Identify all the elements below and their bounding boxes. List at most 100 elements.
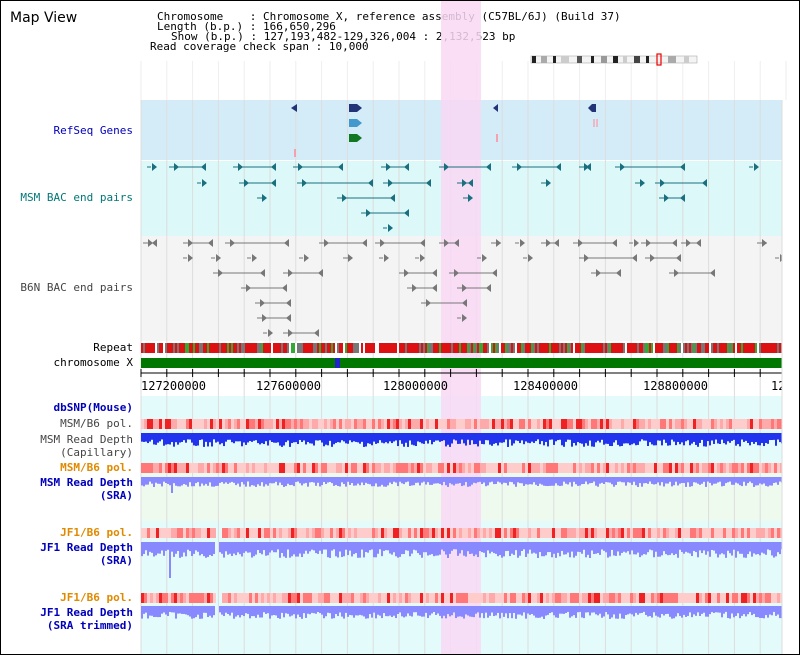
repeat-segment bbox=[543, 343, 545, 353]
polymorphism-cell bbox=[504, 419, 507, 429]
polymorphism-cell bbox=[618, 419, 621, 429]
depth-bar bbox=[687, 606, 689, 616]
depth-bar bbox=[419, 542, 421, 555]
depth-bar bbox=[257, 606, 259, 615]
depth-bar bbox=[757, 477, 759, 486]
track-label-b6n-bac[interactable]: B6N BAC end pairs bbox=[20, 281, 133, 294]
depth-bar bbox=[741, 542, 743, 554]
depth-bar bbox=[549, 477, 551, 486]
repeat-segment bbox=[709, 343, 711, 353]
depth-bar bbox=[347, 606, 349, 617]
depth-bar bbox=[589, 433, 591, 441]
polymorphism-cell bbox=[546, 419, 549, 429]
repeat-segment bbox=[559, 343, 561, 353]
polymorphism-cell bbox=[660, 463, 663, 473]
depth-bar bbox=[291, 542, 293, 557]
polymorphism-cell bbox=[516, 419, 519, 429]
repeat-segment bbox=[503, 343, 505, 353]
polymorphism-cell bbox=[324, 419, 327, 429]
depth-bar bbox=[375, 477, 377, 484]
depth-bar bbox=[367, 477, 369, 484]
polymorphism-cell bbox=[321, 593, 324, 603]
depth-bar bbox=[395, 433, 397, 441]
track-label-jf1-pol-2[interactable]: JF1/B6 pol. bbox=[60, 591, 133, 604]
depth-bar bbox=[713, 433, 715, 444]
repeat-segment bbox=[487, 343, 489, 353]
track-label-msm-pol-2[interactable]: MSM/B6 pol. bbox=[60, 461, 133, 474]
depth-bar bbox=[399, 433, 401, 441]
depth-bar bbox=[753, 542, 755, 554]
polymorphism-cell bbox=[345, 528, 348, 538]
depth-bar bbox=[557, 542, 559, 553]
repeat-segment bbox=[351, 343, 353, 353]
polymorphism-cell bbox=[639, 463, 642, 473]
track-label-msm-pol-1[interactable]: MSM/B6 pol. bbox=[60, 417, 133, 430]
polymorphism-cell bbox=[294, 419, 297, 429]
depth-bar bbox=[253, 477, 255, 486]
repeat-segment bbox=[727, 343, 729, 353]
polymorphism-cell bbox=[372, 463, 375, 473]
ideogram-band bbox=[634, 56, 640, 63]
depth-bar bbox=[653, 542, 655, 558]
polymorphism-cell bbox=[294, 593, 297, 603]
depth-bar bbox=[717, 477, 719, 483]
track-label-dbsnp[interactable]: dbSNP(Mouse) bbox=[53, 401, 133, 414]
depth-bar bbox=[659, 433, 661, 441]
track-label-msm-bac[interactable]: MSM BAC end pairs bbox=[20, 191, 133, 204]
depth-bar bbox=[349, 433, 351, 441]
polymorphism-cell bbox=[303, 593, 306, 603]
gene-arrow bbox=[357, 119, 362, 127]
repeat-segment bbox=[519, 343, 521, 353]
polymorphism-cell bbox=[192, 528, 195, 538]
depth-bar bbox=[423, 542, 425, 553]
polymorphism-cell bbox=[264, 463, 267, 473]
polymorphism-cell bbox=[363, 528, 366, 538]
polymorphism-cell bbox=[603, 463, 606, 473]
track-label-jf1-depth-sra-1[interactable]: JF1 Read Depth bbox=[40, 541, 133, 554]
track-label-msm-depth-sra-1[interactable]: MSM Read Depth bbox=[40, 476, 133, 489]
depth-bar bbox=[417, 542, 419, 554]
depth-bar bbox=[595, 542, 597, 554]
repeat-segment bbox=[551, 343, 553, 353]
depth-bar bbox=[223, 477, 225, 484]
repeat-segment bbox=[531, 343, 533, 353]
ideogram-band bbox=[561, 56, 569, 63]
depth-bar bbox=[325, 542, 327, 550]
polymorphism-cell bbox=[696, 463, 699, 473]
depth-bar bbox=[251, 477, 253, 486]
ideogram-band bbox=[601, 56, 607, 63]
polymorphism-cell bbox=[324, 528, 327, 538]
polymorphism-cell bbox=[165, 419, 168, 429]
b6n-bac-end bbox=[696, 239, 701, 247]
repeat-segment bbox=[641, 343, 643, 353]
repeat-segment bbox=[715, 343, 717, 353]
polymorphism-cell bbox=[141, 419, 144, 429]
depth-bar bbox=[195, 477, 197, 484]
depth-bar bbox=[423, 477, 425, 482]
polymorphism-cell bbox=[558, 463, 561, 473]
track-label-jf1-pol-1[interactable]: JF1/B6 pol. bbox=[60, 526, 133, 539]
polymorphism-cell bbox=[540, 528, 543, 538]
polymorphism-cell bbox=[675, 528, 678, 538]
polymorphism-cell bbox=[381, 419, 384, 429]
polymorphism-cell bbox=[222, 528, 225, 538]
depth-bar bbox=[219, 477, 221, 483]
depth-bar bbox=[637, 542, 639, 553]
polymorphism-cell bbox=[714, 528, 717, 538]
depth-bar bbox=[741, 606, 743, 616]
depth-bar bbox=[351, 477, 353, 484]
depth-bar bbox=[469, 477, 471, 487]
track-label-msm-depth-cap-1[interactable]: MSM Read Depth bbox=[40, 433, 133, 446]
depth-bar bbox=[333, 542, 335, 550]
track-label-jf1-depth-trim-1[interactable]: JF1 Read Depth bbox=[40, 606, 133, 619]
depth-bar bbox=[217, 477, 219, 486]
depth-bar bbox=[581, 542, 583, 554]
track-label-refseq[interactable]: RefSeq Genes bbox=[53, 124, 133, 137]
polymorphism-cell bbox=[729, 593, 732, 603]
b6n-bac-end bbox=[230, 239, 235, 247]
polymorphism-cell bbox=[240, 593, 243, 603]
depth-bar bbox=[683, 477, 685, 483]
depth-bar bbox=[657, 433, 659, 441]
depth-bar bbox=[595, 433, 597, 443]
